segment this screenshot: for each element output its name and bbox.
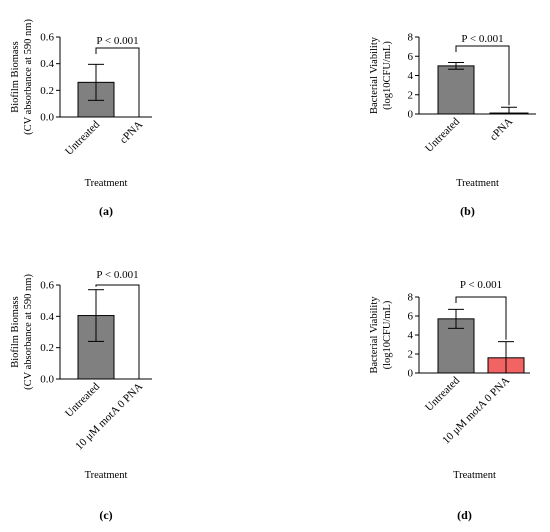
chart-panel: 0 2 4 6 8 Bacterial Viability (log10CFU/mL) P <… (369, 32, 536, 218)
y-axis-title-line2: (log10CFU/mL) (382, 300, 393, 369)
category-label: cPNA (118, 119, 146, 147)
y-axis-title-line1: Biofilm Biomass (10, 296, 21, 367)
y-axis-title-line1: Bacterial Viability (369, 296, 380, 374)
y-tick-label: 4 (408, 70, 414, 82)
significance-label: P < 0.001 (460, 279, 502, 291)
y-tick-label: 0.0 (40, 112, 54, 124)
significance-bracket (95, 284, 140, 379)
y-tick-label: 2 (408, 349, 414, 361)
category-label: Untreated (423, 374, 463, 414)
bar (437, 65, 475, 115)
chart-panel: 0 2 4 6 8 Bacterial Viability (log10CFU/mL) P <… (369, 279, 530, 522)
y-tick-label: 0.4 (40, 58, 54, 70)
significance-bracket (95, 47, 140, 117)
y-tick-label: 0 (408, 368, 414, 380)
y-tick-label: 0 (408, 109, 414, 121)
category-label: Untreated (423, 115, 463, 155)
y-tick-label: 0.4 (40, 311, 54, 323)
y-axis-title-line1: Biofilm Biomass (10, 41, 21, 112)
y-tick-label: 8 (408, 292, 414, 304)
significance-label: P < 0.001 (461, 33, 503, 45)
y-axis-title-line2: (CV absorbance at 590 nm) (23, 274, 34, 390)
x-axis-title: Treatment (456, 178, 499, 189)
y-tick-label: 0.6 (40, 280, 54, 292)
significance-label: P < 0.001 (96, 35, 138, 47)
chart-panel: 0.0 0.2 0.4 0.6 Biofilm Biomass (CV absorbanc… (10, 19, 152, 218)
category-label: Untreated (63, 118, 103, 158)
panel-label: (d) (457, 508, 472, 522)
y-tick-label: 0.2 (40, 342, 54, 354)
y-tick-label: 6 (408, 311, 414, 323)
y-tick-label: 6 (408, 51, 414, 63)
significance-bracket (455, 296, 507, 340)
y-axis-title-line1: Bacterial Viability (369, 36, 380, 114)
category-label: Untreated (63, 380, 103, 420)
panel-label: (c) (99, 508, 112, 522)
category-label: cPNA (488, 116, 516, 144)
x-axis-title: Treatment (453, 470, 496, 481)
panel-label: (a) (99, 204, 113, 218)
significance-bracket (455, 45, 510, 106)
y-axis-title-line2: (log10CFU/mL) (382, 41, 393, 110)
chart-panel: 0.0 0.2 0.4 0.6 Biofilm Biomass (CV absorbanc… (10, 269, 152, 522)
y-tick-label: 0.0 (40, 374, 54, 386)
y-tick-label: 4 (408, 330, 414, 342)
y-tick-label: 0.2 (40, 85, 54, 97)
y-axis-title-line2: (CV absorbance at 590 nm) (23, 19, 34, 135)
significance-label: P < 0.001 (96, 269, 138, 281)
x-axis-title: Treatment (85, 178, 128, 189)
x-axis-title: Treatment (85, 470, 128, 481)
y-tick-label: 2 (408, 89, 414, 101)
y-tick-label: 0.6 (40, 32, 54, 44)
y-tick-label: 8 (408, 32, 414, 44)
panel-label: (b) (460, 204, 475, 218)
